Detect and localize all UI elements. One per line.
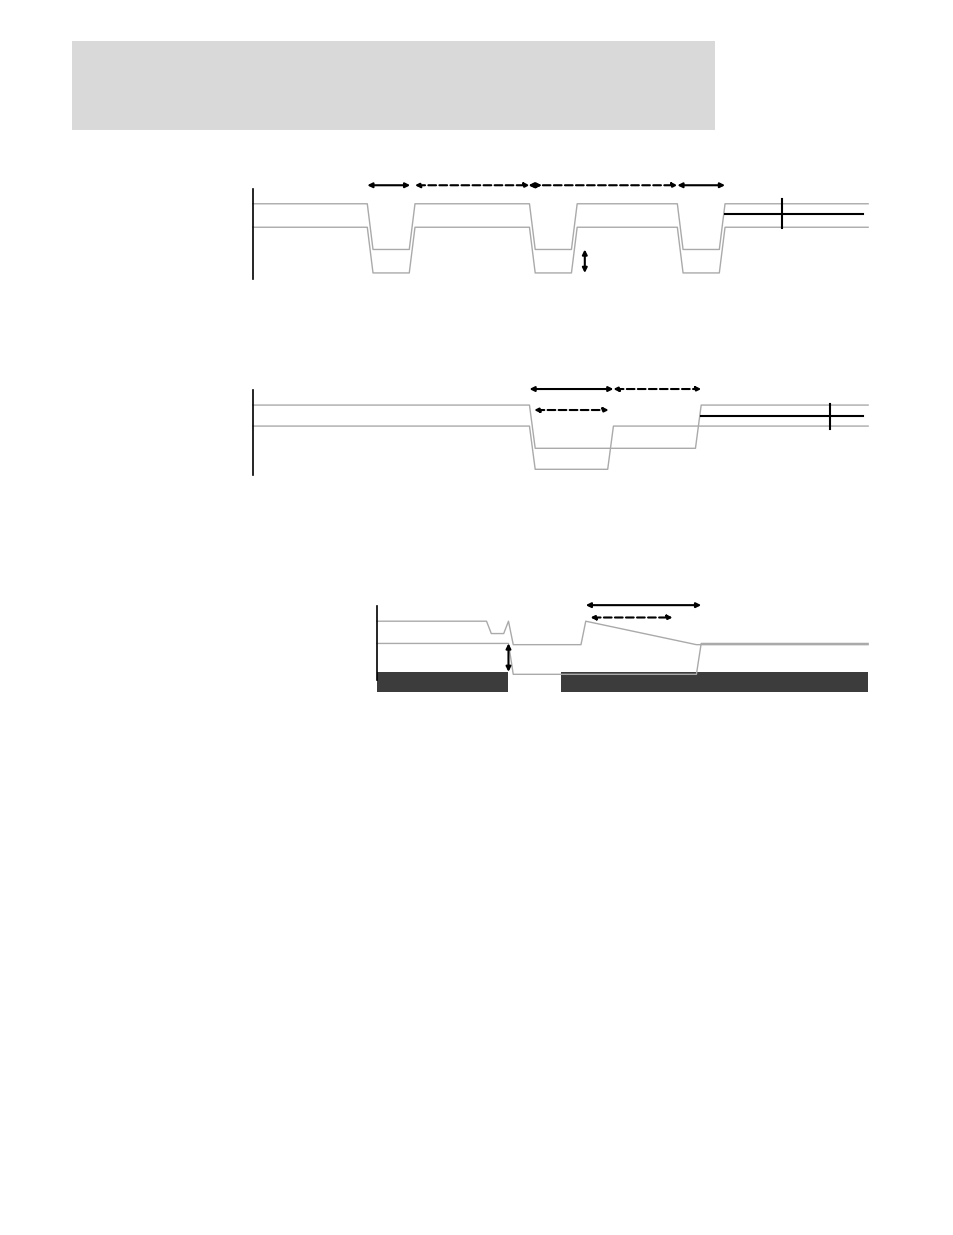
Bar [560,672,867,692]
Bar [71,41,715,130]
Bar [376,672,508,692]
